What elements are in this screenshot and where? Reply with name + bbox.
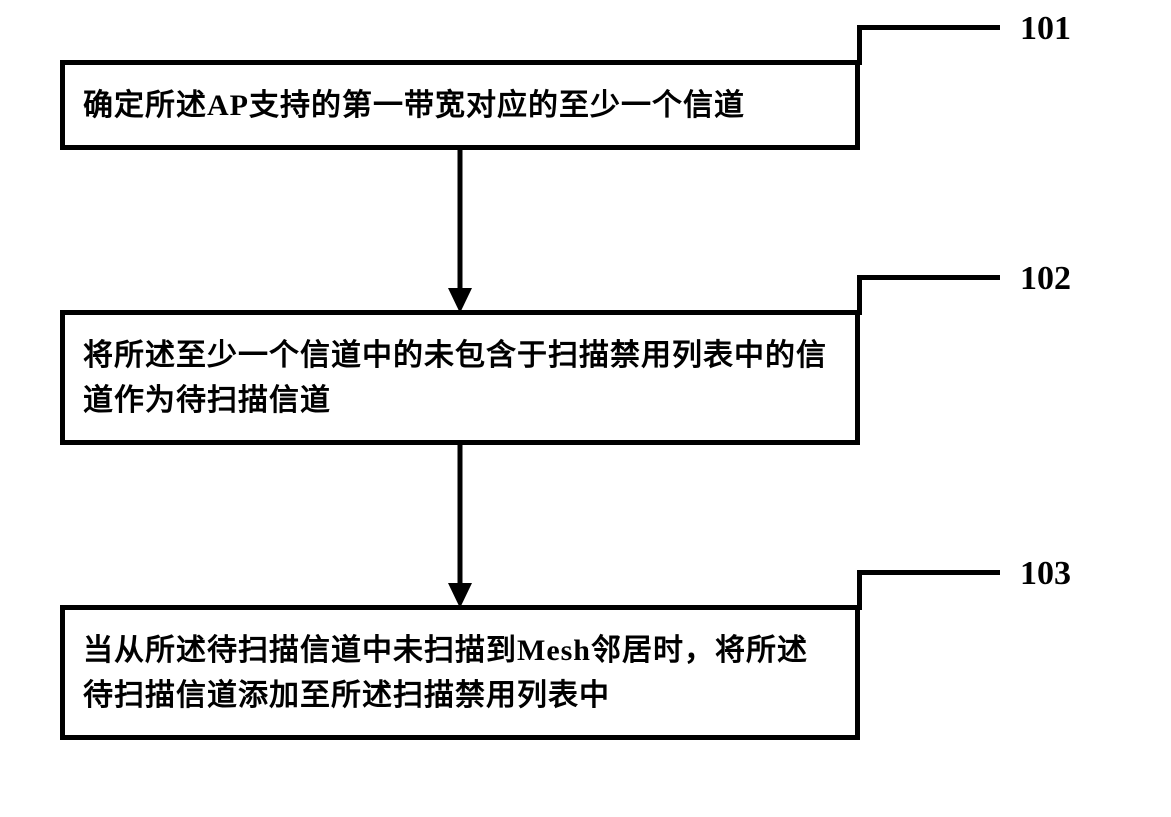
- step-box-103: 当从所述待扫描信道中未扫描到Mesh邻居时，将所述待扫描信道添加至所述扫描禁用列…: [60, 605, 860, 740]
- callout-103-vert: [857, 570, 862, 610]
- arrow-101-102: [440, 150, 480, 315]
- callout-102-horz: [857, 275, 1000, 280]
- step-text-103: 当从所述待扫描信道中未扫描到Mesh邻居时，将所述待扫描信道添加至所述扫描禁用列…: [83, 628, 837, 718]
- arrow-102-103: [440, 445, 480, 610]
- callout-103-horz: [857, 570, 1000, 575]
- callout-102-vert: [857, 275, 862, 315]
- label-102: 102: [1020, 260, 1071, 298]
- step-text-102: 将所述至少一个信道中的未包含于扫描禁用列表中的信道作为待扫描信道: [83, 333, 837, 423]
- label-103: 103: [1020, 555, 1071, 593]
- step-box-101: 确定所述AP支持的第一带宽对应的至少一个信道: [60, 60, 860, 150]
- step-text-101: 确定所述AP支持的第一带宽对应的至少一个信道: [83, 83, 745, 128]
- callout-101-horz: [857, 25, 1000, 30]
- step-box-102: 将所述至少一个信道中的未包含于扫描禁用列表中的信道作为待扫描信道: [60, 310, 860, 445]
- label-101: 101: [1020, 10, 1071, 48]
- flowchart-canvas: 确定所述AP支持的第一带宽对应的至少一个信道 101 将所述至少一个信道中的未包…: [0, 0, 1171, 817]
- callout-101-vert: [857, 25, 862, 65]
